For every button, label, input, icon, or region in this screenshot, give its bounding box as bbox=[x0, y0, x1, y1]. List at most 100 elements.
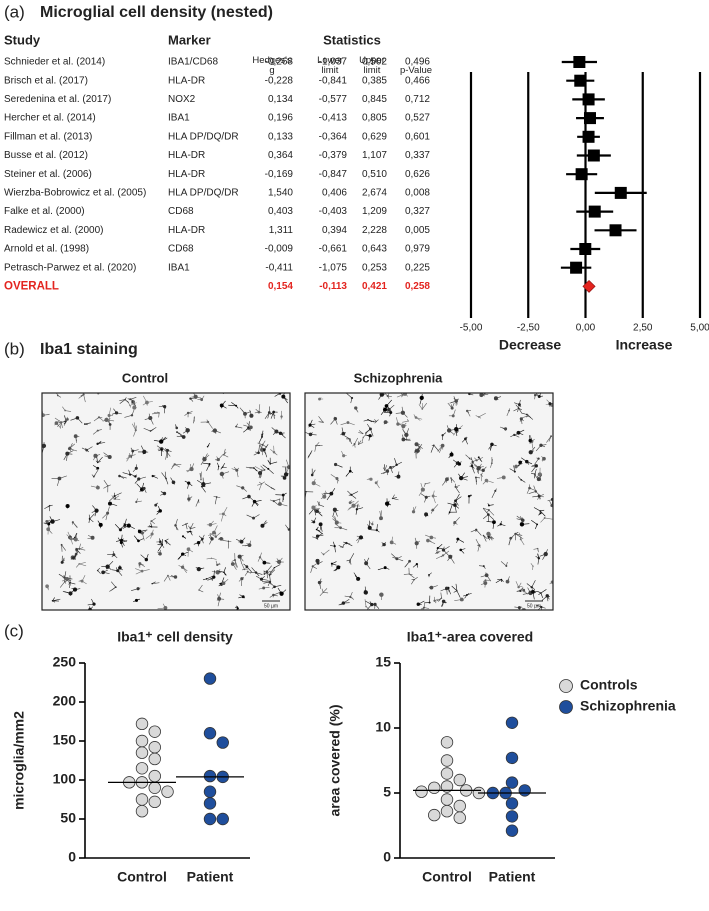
microglia-process bbox=[275, 560, 280, 563]
microglia-process bbox=[508, 408, 511, 411]
microglia-process bbox=[526, 461, 533, 465]
microglia-process bbox=[353, 572, 359, 580]
microglia-process bbox=[182, 564, 184, 568]
microglia-process bbox=[286, 473, 289, 475]
microglia-process bbox=[455, 493, 460, 501]
microglia-process bbox=[485, 572, 487, 576]
microglia-process bbox=[262, 440, 266, 445]
microglia-process bbox=[549, 500, 553, 506]
microglia-process bbox=[165, 478, 169, 485]
microglia-process bbox=[69, 448, 78, 452]
microglia-process bbox=[217, 569, 221, 573]
lower-limit: -0,413 bbox=[319, 113, 348, 124]
microglia-process bbox=[47, 529, 52, 533]
microglia-process bbox=[217, 594, 220, 599]
microglia-process bbox=[119, 475, 125, 479]
microglia-process bbox=[470, 457, 473, 463]
column-header: p-Value bbox=[399, 65, 433, 76]
microglia-process bbox=[220, 467, 223, 470]
microglia-process bbox=[381, 542, 385, 545]
microglia-process bbox=[396, 558, 404, 562]
microglia-process bbox=[267, 581, 271, 586]
microglia-process bbox=[54, 422, 57, 426]
y-tick-label: 100 bbox=[53, 771, 77, 787]
microglia-process bbox=[334, 516, 338, 523]
microglia-process bbox=[119, 399, 126, 404]
microglia-process bbox=[483, 508, 489, 515]
microglia-process bbox=[253, 452, 259, 456]
microglia-process bbox=[345, 470, 351, 477]
y-tick-label: 10 bbox=[375, 719, 391, 735]
p-value: 0,225 bbox=[405, 262, 430, 273]
microglia-process bbox=[123, 523, 129, 526]
microglia-process bbox=[457, 461, 462, 464]
microglia-process bbox=[139, 563, 146, 568]
microglia-process bbox=[158, 449, 162, 452]
microglia-process bbox=[383, 407, 386, 410]
microglia-process bbox=[549, 581, 553, 585]
microglia-process bbox=[107, 506, 110, 514]
microglia-process bbox=[540, 509, 545, 512]
microglia-process bbox=[323, 592, 329, 594]
microglia-process bbox=[268, 468, 274, 474]
direction-label: Increase bbox=[616, 337, 673, 353]
microglia-process bbox=[536, 457, 539, 459]
microglia-process bbox=[544, 517, 553, 520]
microglia-process bbox=[432, 490, 435, 497]
microglia-process bbox=[245, 566, 248, 569]
microglia-process bbox=[350, 397, 353, 404]
microglia-process bbox=[97, 520, 101, 526]
microglia-process bbox=[409, 573, 415, 579]
microglia-process bbox=[150, 427, 157, 432]
hedges-g: -0,268 bbox=[265, 57, 294, 68]
microglia-process bbox=[200, 458, 205, 466]
microglia-process bbox=[538, 495, 541, 499]
microglia-process bbox=[79, 547, 84, 550]
microglia-process bbox=[551, 505, 553, 509]
microglia-process bbox=[514, 402, 520, 405]
microglia-process bbox=[482, 507, 489, 511]
panel-title: Iba1 staining bbox=[40, 341, 138, 358]
microglia-process bbox=[313, 482, 321, 487]
microglia-process bbox=[207, 444, 210, 447]
microglia-process bbox=[235, 405, 239, 409]
microglia-process bbox=[124, 415, 133, 418]
microglia-process bbox=[249, 427, 252, 431]
microglia-process bbox=[95, 468, 98, 470]
microglia-process bbox=[249, 540, 252, 546]
microglia-process bbox=[520, 415, 529, 419]
microglia-process bbox=[187, 483, 190, 489]
data-point bbox=[148, 752, 161, 766]
microglia-process bbox=[454, 505, 457, 513]
microglia-process bbox=[322, 588, 328, 593]
microglia-process bbox=[540, 592, 543, 599]
microglia-process bbox=[309, 424, 315, 428]
microglia-process bbox=[271, 427, 277, 432]
microglia-process bbox=[279, 503, 282, 506]
microglia-process bbox=[262, 522, 268, 526]
microglia-process bbox=[449, 504, 453, 513]
panel-title: Microglial cell density (nested) bbox=[40, 4, 273, 21]
microglia-process bbox=[376, 529, 380, 533]
microglia-process bbox=[470, 529, 477, 533]
microglia-process bbox=[449, 400, 457, 404]
microglia-process bbox=[320, 552, 324, 555]
microglia-process bbox=[175, 525, 179, 531]
microglia-process bbox=[365, 592, 368, 595]
data-point bbox=[203, 785, 217, 798]
microglia-process bbox=[235, 538, 242, 543]
microglia-process bbox=[531, 580, 536, 588]
microglia-process bbox=[409, 573, 413, 576]
microglia-process bbox=[201, 486, 206, 493]
microglia-process bbox=[217, 462, 219, 467]
microglia-process bbox=[75, 539, 80, 542]
microglia-process bbox=[173, 482, 175, 485]
microglia-process bbox=[193, 393, 196, 397]
microglia-process bbox=[403, 422, 407, 427]
microglia-process bbox=[396, 461, 403, 466]
microglia-process bbox=[109, 503, 118, 506]
microglia-process bbox=[486, 575, 492, 582]
microglia-process bbox=[135, 425, 138, 431]
microglia-process bbox=[421, 393, 423, 398]
